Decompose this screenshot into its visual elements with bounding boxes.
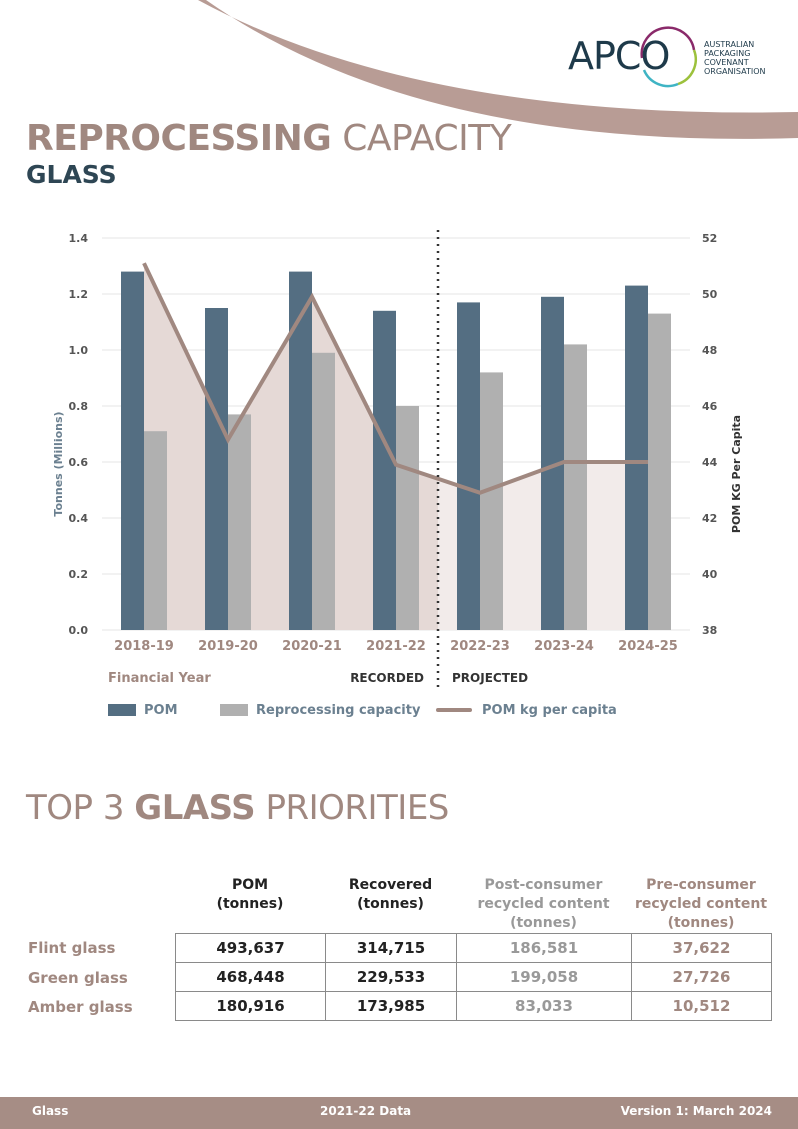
page-title: REPROCESSING CAPACITY — [26, 118, 512, 159]
table-row-label: Flint glass — [28, 939, 116, 957]
line-pom-kg-per-capita — [142, 262, 648, 495]
x-axis-label: Financial Year — [108, 671, 211, 686]
table-cell: 314,715 — [325, 933, 457, 963]
y2-tick-label: 42 — [702, 512, 717, 525]
table-row: 468,448 229,533 199,058 27,726 — [175, 962, 772, 992]
x-tick-label: 2023-24 — [534, 639, 594, 654]
y-tick-label: 0.8 — [69, 400, 89, 413]
priorities-title: TOP 3 GLASS PRIORITIES — [26, 788, 449, 828]
legend-label-line: POM kg per capita — [482, 703, 617, 718]
bar-reprocessing-capacity — [228, 414, 251, 630]
table-cell: 199,058 — [456, 962, 632, 992]
x-tick-label: 2021-22 — [366, 639, 426, 654]
x-tick-label: 2019-20 — [198, 639, 258, 654]
y-tick-label: 1.0 — [69, 344, 89, 357]
bar-reprocessing-capacity — [144, 431, 167, 630]
x-tick-label: 2018-19 — [114, 639, 174, 654]
footer-left: Glass — [32, 1104, 69, 1118]
logo-org-name: AUSTRALIAN PACKAGING COVENANT ORGANISATI… — [704, 40, 766, 76]
reprocessing-capacity-chart: 0.0 0.2 0.4 0.6 0.8 1.0 1.2 1.4 38 40 42 44 46 48 50 52… — [52, 230, 743, 718]
y2-axis-label: POM KG Per Capita — [730, 415, 743, 533]
table-row-label: Green glass — [28, 968, 128, 987]
y2-tick-label: 38 — [702, 624, 717, 637]
bar-pom — [541, 296, 564, 630]
y-tick-label: 0.6 — [69, 456, 89, 469]
table-cell: 180,916 — [175, 991, 326, 1021]
y2-tick-label: 52 — [702, 232, 717, 245]
y-tick-label: 1.2 — [69, 288, 89, 301]
bar-pom — [121, 271, 144, 630]
page-title-bold: REPROCESSING — [26, 118, 332, 159]
page-subtitle: GLASS — [26, 160, 117, 189]
y2-tick-label: 44 — [702, 456, 718, 469]
y-tick-label: 0.0 — [69, 624, 89, 637]
bar-pom — [373, 310, 396, 630]
table-row: 493,637 314,715 186,581 37,622 — [175, 933, 772, 963]
table-row: 180,916 173,985 83,033 10,512 — [175, 991, 772, 1021]
legend-swatch-reprocessing — [220, 704, 248, 716]
bar-reprocessing-capacity — [312, 352, 335, 630]
apco-logo: APCO AUSTRALIAN PACKAGING COVENANT ORGAN… — [568, 26, 778, 90]
logo-ring-icon — [640, 26, 697, 88]
y2-tick-label: 48 — [702, 344, 717, 357]
recorded-label: RECORDED — [350, 671, 424, 685]
bar-pom — [289, 271, 312, 630]
table-column-header: Recovered (tonnes) — [348, 877, 433, 912]
projected-label: PROJECTED — [452, 671, 528, 685]
y2-tick-label: 40 — [702, 568, 718, 581]
x-tick-label: 2024-25 — [618, 639, 678, 654]
table-cell: 468,448 — [175, 962, 326, 992]
bar-reprocessing-capacity — [564, 344, 587, 630]
legend-label-pom: POM — [144, 703, 178, 718]
footer-bar: Glass 2021-22 Data Version 1: March 2024 — [0, 1097, 798, 1129]
page-title-light: CAPACITY — [342, 118, 512, 159]
table-column-header: Pre-consumer recycled content (tonnes) — [634, 877, 768, 931]
table-column-header: POM (tonnes) — [216, 877, 284, 912]
y-tick-label: 0.4 — [69, 512, 89, 525]
bar-reprocessing-capacity — [480, 372, 503, 630]
bar-pom — [625, 285, 648, 630]
table-cell: 229,533 — [325, 962, 457, 992]
legend-label-reprocessing: Reprocessing capacity — [256, 703, 421, 718]
y2-tick-label: 50 — [702, 288, 718, 301]
x-tick-label: 2022-23 — [450, 639, 510, 654]
table-cell: 27,726 — [631, 962, 772, 992]
table-column-header: Post-consumer recycled content (tonnes) — [477, 877, 610, 931]
table-cell: 173,985 — [325, 991, 457, 1021]
priorities-table: 493,637 314,715 186,581 37,622 468,448 229,53… — [175, 933, 772, 1021]
table-cell: 83,033 — [456, 991, 632, 1021]
footer-center: 2021-22 Data — [320, 1104, 412, 1118]
bar-pom — [457, 302, 480, 630]
y-tick-label: 0.2 — [69, 568, 89, 581]
y2-tick-label: 46 — [702, 400, 718, 413]
header-swoosh — [198, 0, 798, 139]
table-cell: 10,512 — [631, 991, 772, 1021]
table-cell: 493,637 — [175, 933, 326, 963]
bar-pom — [205, 308, 228, 630]
bar-reprocessing-capacity — [648, 313, 671, 630]
footer-right: Version 1: March 2024 — [620, 1104, 772, 1118]
table-row-label: Amber glass — [28, 998, 133, 1016]
table-cell: 186,581 — [456, 933, 632, 963]
y-tick-label: 1.4 — [69, 232, 89, 245]
y-axis-label: Tonnes (Millions) — [52, 411, 65, 516]
table-cell: 37,622 — [631, 933, 772, 963]
logo-text: APCO — [568, 34, 670, 78]
bar-reprocessing-capacity — [396, 406, 419, 630]
legend-swatch-pom — [108, 704, 136, 716]
x-tick-label: 2020-21 — [282, 639, 342, 654]
